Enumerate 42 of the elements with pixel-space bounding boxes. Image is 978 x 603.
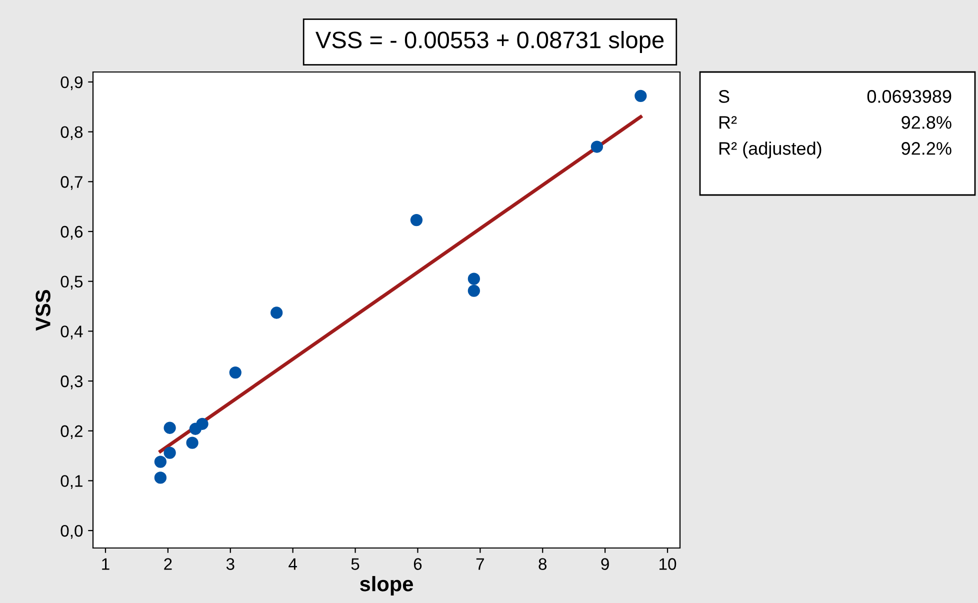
text: 92.2% (902, 142, 952, 155)
y-tick-label: 0,7 (60, 176, 82, 190)
point (164, 422, 176, 434)
x-tick-label: 4 (288, 558, 297, 570)
point (590, 140, 604, 153)
y-tick-label: 0,2 (60, 425, 82, 440)
y-axis-title: VSS (36, 290, 50, 331)
y-tick-label: 0,5 (60, 276, 83, 290)
x-tick-label: 6 (414, 558, 422, 570)
y-tick-label: 0,3 (60, 375, 83, 390)
x-tick-label: 5 (351, 558, 360, 570)
y-tick-label: 0,4 (60, 326, 83, 340)
point (468, 284, 480, 297)
point (164, 446, 176, 459)
x-tick-label: 8 (538, 558, 547, 570)
text: R² (719, 116, 737, 129)
y-tick-label: 0,0 (60, 524, 83, 539)
x-tick-label: 10 (660, 558, 676, 570)
point (154, 456, 167, 468)
y-tick-label: 0,8 (60, 126, 83, 140)
text: S (718, 90, 730, 103)
x-tick-label: 9 (601, 558, 609, 570)
x-tick-label: 7 (476, 558, 484, 570)
point (410, 214, 423, 226)
y-tick-label: 0,9 (60, 76, 82, 90)
text: 92.8% (902, 116, 952, 129)
x-tick-label: 3 (226, 558, 234, 570)
point (468, 272, 480, 285)
text: R² (adjusted) (719, 142, 822, 158)
point (154, 472, 167, 484)
point (229, 366, 242, 379)
chart-title: VSS = - 0.00553 + 0.08731 slope (316, 30, 664, 54)
point (196, 418, 208, 430)
point (634, 90, 647, 102)
x-tick-label: 2 (164, 558, 172, 570)
x-tick-label: 1 (102, 558, 110, 570)
text: 0.0693989 (867, 90, 952, 103)
point (186, 436, 198, 449)
y-tick-label: 0,6 (60, 226, 83, 240)
y-tick-label: 0,1 (60, 475, 82, 489)
point (270, 306, 283, 319)
x-axis-title: slope (360, 576, 413, 596)
